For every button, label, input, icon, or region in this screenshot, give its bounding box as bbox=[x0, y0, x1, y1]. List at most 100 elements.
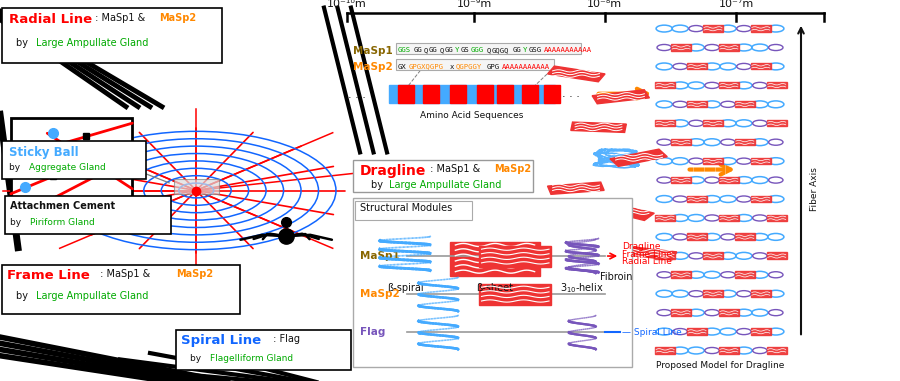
Bar bbox=[703, 120, 723, 126]
Bar bbox=[4, 196, 171, 234]
Text: Piriform Gland: Piriform Gland bbox=[30, 218, 94, 227]
Bar bbox=[751, 290, 770, 297]
Text: . . .: . . . bbox=[348, 90, 366, 100]
Bar bbox=[735, 271, 755, 278]
Bar bbox=[767, 252, 787, 259]
Bar bbox=[389, 85, 555, 103]
FancyArrowPatch shape bbox=[689, 165, 731, 174]
Text: QGPGGY: QGPGGY bbox=[455, 64, 482, 70]
Bar bbox=[719, 215, 739, 221]
Bar bbox=[751, 195, 770, 202]
Bar bbox=[477, 85, 493, 103]
Bar bbox=[767, 347, 787, 354]
Text: Q: Q bbox=[424, 47, 428, 53]
Bar bbox=[396, 59, 554, 70]
Bar bbox=[687, 195, 707, 202]
Bar bbox=[671, 309, 691, 316]
Text: by: by bbox=[9, 163, 23, 172]
Text: 10⁻⁹m: 10⁻⁹m bbox=[456, 0, 492, 9]
Text: Structural Modules: Structural Modules bbox=[360, 203, 452, 213]
Bar bbox=[592, 90, 650, 104]
Bar bbox=[751, 63, 770, 69]
Text: MaSp2: MaSp2 bbox=[176, 269, 213, 279]
Bar bbox=[655, 120, 675, 126]
Bar bbox=[767, 120, 787, 126]
Text: Proposed Model for Dragline: Proposed Model for Dragline bbox=[656, 361, 784, 370]
Text: GGS: GGS bbox=[398, 47, 411, 53]
Bar bbox=[547, 182, 604, 194]
Bar bbox=[571, 122, 626, 133]
Bar bbox=[355, 201, 472, 220]
Bar bbox=[353, 160, 533, 192]
Text: GPGXQGPG: GPGXQGPG bbox=[409, 64, 443, 70]
Bar bbox=[703, 158, 723, 164]
Text: Frame Line: Frame Line bbox=[622, 250, 672, 259]
Bar bbox=[423, 85, 439, 103]
Text: Fibroin: Fibroin bbox=[600, 272, 633, 282]
Bar bbox=[735, 139, 755, 145]
Text: GPG: GPG bbox=[487, 64, 500, 70]
Text: Flagelliform Gland: Flagelliform Gland bbox=[210, 354, 292, 363]
FancyArrowPatch shape bbox=[598, 89, 647, 99]
Text: by: by bbox=[16, 38, 32, 48]
Bar bbox=[497, 85, 513, 103]
Text: MaSp2: MaSp2 bbox=[353, 62, 392, 72]
Text: 10⁻¹⁰m: 10⁻¹⁰m bbox=[327, 0, 366, 9]
Text: MaSp1: MaSp1 bbox=[353, 46, 392, 56]
Text: GG: GG bbox=[513, 47, 521, 53]
Bar bbox=[655, 252, 675, 259]
Bar bbox=[174, 179, 219, 194]
Bar bbox=[687, 101, 707, 107]
Bar bbox=[671, 271, 691, 278]
Text: GG: GG bbox=[413, 47, 422, 53]
Text: : MaSp1 &: : MaSp1 & bbox=[97, 269, 154, 279]
Bar bbox=[544, 85, 560, 103]
Text: : MaSp1 &: : MaSp1 & bbox=[92, 13, 148, 23]
Bar bbox=[522, 85, 538, 103]
Text: by: by bbox=[371, 180, 386, 190]
Bar bbox=[719, 44, 739, 51]
Text: GG: GG bbox=[429, 47, 438, 53]
Bar bbox=[671, 177, 691, 183]
Text: Large Ampullate Gland: Large Ampullate Gland bbox=[36, 38, 148, 48]
Bar bbox=[655, 215, 675, 221]
Text: by: by bbox=[10, 218, 24, 227]
Bar bbox=[11, 118, 132, 219]
Bar bbox=[2, 265, 240, 314]
Bar bbox=[687, 328, 707, 335]
Bar bbox=[703, 252, 723, 259]
Text: Y: Y bbox=[455, 47, 460, 53]
Bar bbox=[703, 290, 723, 297]
Text: Sticky Ball: Sticky Ball bbox=[9, 146, 78, 158]
Bar bbox=[719, 347, 739, 354]
Bar bbox=[2, 141, 146, 179]
Text: MaSp2: MaSp2 bbox=[494, 164, 531, 174]
Text: Frame Line: Frame Line bbox=[7, 269, 90, 282]
Text: Flag: Flag bbox=[360, 327, 385, 337]
Text: ß-sheet: ß-sheet bbox=[476, 283, 514, 293]
Text: AAAAAAAAAAA: AAAAAAAAAAA bbox=[544, 47, 592, 53]
Text: MaSp1: MaSp1 bbox=[360, 251, 400, 261]
Text: MaSp2: MaSp2 bbox=[159, 13, 196, 23]
Text: Dragline: Dragline bbox=[360, 164, 427, 178]
Text: MaSp2: MaSp2 bbox=[360, 289, 400, 299]
Text: — Spiral Line: — Spiral Line bbox=[622, 328, 681, 337]
Text: GS: GS bbox=[461, 47, 469, 53]
Text: Attachmen Cement: Attachmen Cement bbox=[10, 201, 115, 211]
Bar bbox=[719, 309, 739, 316]
Text: Q: Q bbox=[487, 47, 491, 53]
Text: 3$_{10}$-helix: 3$_{10}$-helix bbox=[561, 282, 604, 295]
Bar bbox=[655, 82, 675, 88]
Bar bbox=[450, 242, 540, 276]
Text: Spiral Line: Spiral Line bbox=[181, 334, 261, 347]
Bar bbox=[547, 66, 605, 82]
Text: 10⁻⁷m: 10⁻⁷m bbox=[718, 0, 754, 9]
Text: Radial Line: Radial Line bbox=[622, 257, 671, 266]
Text: x: x bbox=[450, 64, 454, 70]
Bar bbox=[619, 246, 677, 260]
Text: GGG: GGG bbox=[471, 47, 484, 53]
Bar bbox=[751, 328, 770, 335]
Bar bbox=[566, 229, 622, 239]
Bar bbox=[687, 234, 707, 240]
Bar bbox=[767, 82, 787, 88]
